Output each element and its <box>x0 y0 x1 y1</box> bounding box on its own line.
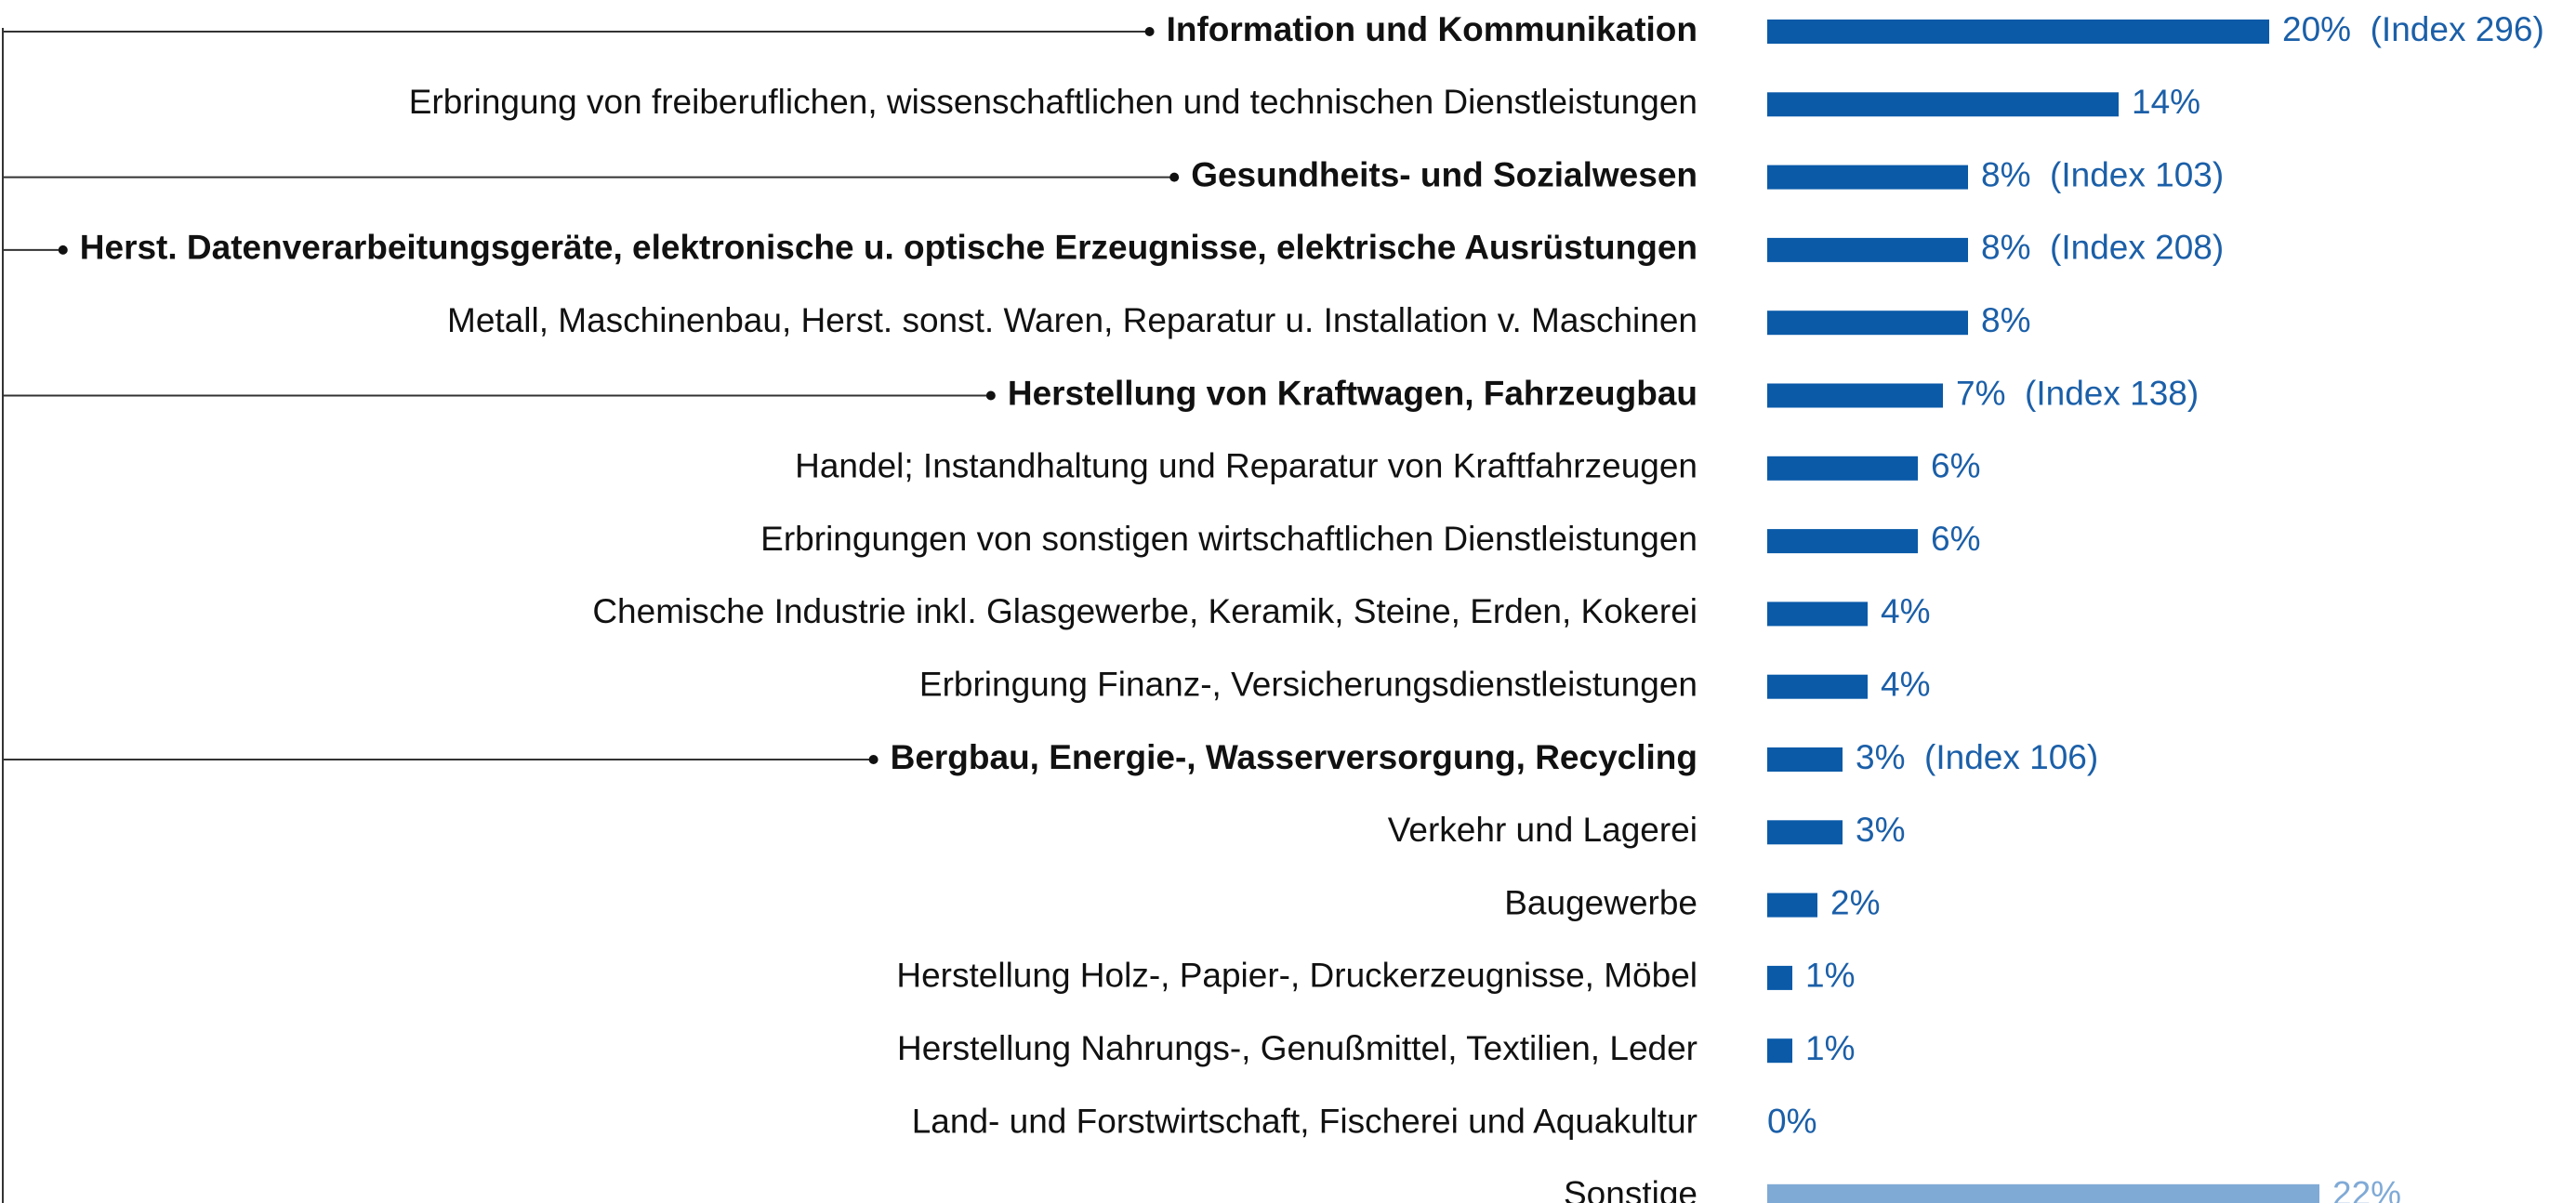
bar <box>1767 529 1918 554</box>
bar <box>1767 311 1968 336</box>
bar <box>1767 965 1792 990</box>
value-label: 22% <box>2332 1175 2401 1203</box>
category-label: Sonstige <box>1564 1175 1698 1203</box>
bar <box>1767 456 1918 481</box>
value-label: 1% <box>1805 957 1855 995</box>
category-label: Erbringungen von sonstigen wirtschaftlic… <box>760 520 1698 558</box>
connector-dot <box>985 390 996 401</box>
category-label: Herst. Datenverarbeitungsgeräte, elektro… <box>80 229 1698 267</box>
bar <box>1767 165 1968 190</box>
value-label: 14% <box>2132 83 2200 121</box>
category-label: Metall, Maschinenbau, Herst. sonst. Ware… <box>447 301 1698 339</box>
value-label: 20% (Index 296) <box>2282 10 2544 48</box>
bar <box>1767 92 2119 117</box>
value-label: 8% (Index 208) <box>1981 229 2224 267</box>
category-label: Erbringung Finanz-, Versicherungsdienstl… <box>919 665 1698 703</box>
bar <box>1767 1183 2319 1203</box>
bar <box>1767 892 1817 918</box>
value-label: 8% <box>1981 301 2030 339</box>
category-label: Gesundheits- und Sozialwesen <box>1191 155 1698 193</box>
connector-dot <box>58 245 68 255</box>
category-label: Herstellung Nahrungs-, Genußmittel, Text… <box>897 1029 1698 1067</box>
category-label: Erbringung von freiberuflichen, wissensc… <box>409 83 1698 121</box>
value-label: 7% (Index 138) <box>1956 374 2199 412</box>
bar <box>1767 237 1968 262</box>
value-label: 8% (Index 103) <box>1981 155 2224 193</box>
value-label: 3% (Index 106) <box>1856 738 2098 776</box>
connector-dot <box>1144 27 1155 36</box>
category-label: Herstellung Holz-, Papier-, Druckerzeugn… <box>896 957 1698 995</box>
value-label: 6% <box>1931 520 1980 558</box>
category-label: Handel; Instandhaltung und Reparatur von… <box>795 447 1698 485</box>
value-label: 0% <box>1767 1102 1816 1140</box>
value-label: 6% <box>1931 447 1980 485</box>
value-label: 2% <box>1830 883 1880 921</box>
bar <box>1767 602 1868 627</box>
category-label: Chemische Industrie inkl. Glasgewerbe, K… <box>592 592 1698 630</box>
value-label: 3% <box>1856 811 1905 849</box>
category-label: Bergbau, Energie-, Wasserversorgung, Rec… <box>891 738 1698 776</box>
connector-dot <box>1169 172 1180 182</box>
category-label: Information und Kommunikation <box>1167 10 1698 48</box>
bar <box>1767 820 1843 845</box>
bar <box>1767 747 1843 772</box>
bar <box>1767 383 1943 408</box>
value-label: 4% <box>1881 665 1930 703</box>
bar <box>1767 20 2269 44</box>
category-label: Baugewerbe <box>1504 883 1698 921</box>
bar <box>1767 1038 1792 1064</box>
value-label: 1% <box>1805 1029 1855 1067</box>
category-label: Land- und Forstwirtschaft, Fischerei und… <box>912 1102 1698 1140</box>
value-label: 4% <box>1881 592 1930 630</box>
category-label: Herstellung von Kraftwagen, Fahrzeugbau <box>1008 374 1698 412</box>
category-label: Verkehr und Lagerei <box>1388 811 1698 849</box>
bar <box>1767 674 1868 699</box>
connector-dot <box>868 755 878 764</box>
